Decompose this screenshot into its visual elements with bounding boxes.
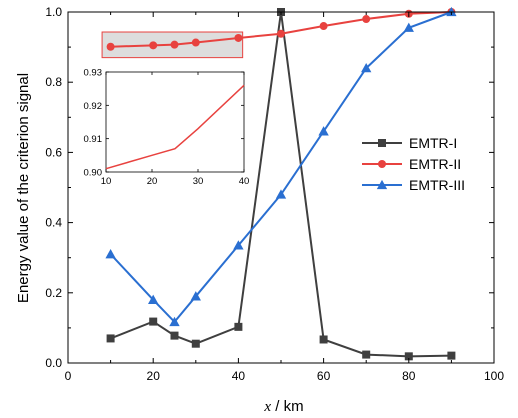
data-point [234,33,243,42]
axes: 0 20 40 60 80 100 0.0 0.2 0.4 0.6 0.8 1.0 [45,5,504,383]
data-point [277,29,285,38]
inset-plot: 10 20 30 40 0.90 0.91 0.92 0.93 [84,68,250,188]
data-point [275,189,287,199]
legend-entry-emtr-i: EMTR-I [362,135,457,151]
inset-x-tick-label: 20 [147,176,158,187]
legend-label: EMTR-II [409,156,461,172]
x-tick-label: 80 [402,369,416,383]
data-point [319,335,328,344]
y-axis-title: Energy value of the criterion signal [15,73,32,303]
inset-line [105,84,245,170]
data-point [170,40,179,49]
x-tick-label: 60 [317,369,331,383]
y-tick-label: 0.0 [45,356,62,370]
legend-marker [378,160,386,168]
inset-x-tick-label: 30 [193,176,204,187]
series-line-emtr-iii [109,11,452,324]
data-point [362,350,371,359]
data-point [403,22,414,32]
data-point [447,351,456,360]
data-point [361,62,372,73]
series-line-emtr-ii [110,11,452,48]
inset-y-tick-label: 0.91 [84,134,103,145]
series-group [105,6,457,361]
x-axis-title-unit: / km [271,398,304,415]
y-tick-label: 0.6 [45,145,62,159]
data-point [149,41,158,50]
legend: EMTR-I EMTR-II EMTR-III [362,135,465,193]
data-point [105,249,116,259]
data-point [148,294,159,304]
inset-x-tick-label: 40 [239,176,250,187]
data-point [362,15,371,24]
data-point [446,6,457,17]
inset-y-tick-label: 0.92 [84,101,103,112]
x-axis-title-var: x [263,399,271,415]
y-tick-label: 0.2 [45,286,62,300]
x-tick-label: 0 [65,369,72,383]
series-emtr-i [106,8,456,361]
data-point [318,126,329,136]
inset-frame [105,71,245,173]
data-point [149,317,158,326]
legend-entry-emtr-iii: EMTR-III [362,177,465,193]
legend-entry-emtr-ii: EMTR-II [362,156,461,172]
data-point [404,352,413,361]
series-line-emtr-i [110,11,452,358]
legend-label: EMTR-III [409,177,465,193]
data-point [169,316,180,327]
legend-label: EMTR-I [409,135,457,151]
y-tick-label: 1.0 [45,5,62,19]
data-point [233,240,244,250]
data-point [319,22,328,31]
x-axis-title: x / km [263,398,303,415]
data-point [106,42,115,51]
x-tick-label: 100 [484,369,504,383]
legend-marker [376,179,388,190]
data-point [191,339,200,348]
x-tick-label: 40 [232,369,246,383]
data-point [190,291,201,301]
y-tick-label: 0.8 [45,75,62,89]
data-point [234,322,243,331]
data-point [106,334,115,343]
inset-x-tick-label: 10 [101,176,112,187]
x-tick-label: 20 [147,369,161,383]
data-point [170,331,179,340]
series-emtr-iii [105,6,457,327]
inset-y-tick-label: 0.90 [84,168,103,179]
legend-marker [378,139,386,147]
y-tick-label: 0.4 [45,216,62,230]
series-emtr-ii [106,8,456,51]
inset-y-tick-label: 0.93 [84,68,103,79]
data-point [191,38,200,47]
